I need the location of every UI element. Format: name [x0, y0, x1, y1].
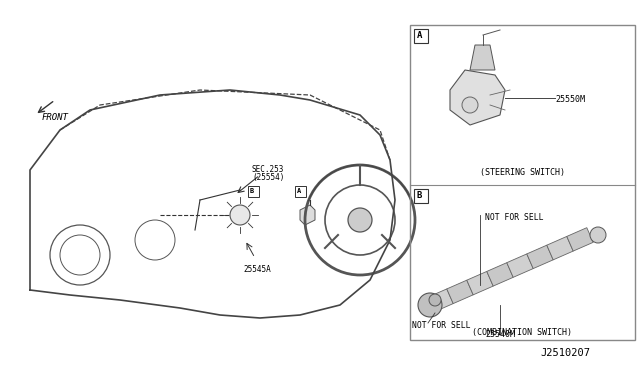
Circle shape: [429, 294, 441, 306]
Polygon shape: [467, 272, 493, 295]
Text: (25554): (25554): [252, 173, 284, 182]
FancyBboxPatch shape: [294, 186, 305, 196]
Polygon shape: [447, 280, 473, 304]
Text: (STEERING SWITCH): (STEERING SWITCH): [479, 168, 564, 177]
FancyBboxPatch shape: [248, 186, 259, 196]
Polygon shape: [300, 205, 315, 225]
Polygon shape: [450, 70, 505, 125]
Circle shape: [462, 97, 478, 113]
Text: B: B: [250, 188, 253, 194]
Polygon shape: [470, 45, 495, 70]
Text: NOT FOR SELL: NOT FOR SELL: [412, 321, 470, 330]
Circle shape: [348, 208, 372, 232]
FancyBboxPatch shape: [413, 189, 428, 202]
Circle shape: [418, 293, 442, 317]
Text: B: B: [417, 191, 422, 200]
Polygon shape: [487, 263, 513, 286]
Text: 25540M: 25540M: [485, 330, 515, 339]
Polygon shape: [547, 237, 573, 260]
Text: 25545A: 25545A: [243, 265, 271, 274]
Polygon shape: [567, 228, 593, 251]
Text: FRONT: FRONT: [42, 113, 69, 122]
Text: 25550M: 25550M: [555, 95, 585, 104]
Text: NOT FOR SELL: NOT FOR SELL: [485, 213, 543, 222]
Polygon shape: [527, 245, 553, 269]
Text: J2510207: J2510207: [540, 348, 590, 358]
Text: SEC.253: SEC.253: [252, 165, 284, 174]
Bar: [410, 25, 635, 340]
Text: A: A: [296, 188, 301, 194]
FancyBboxPatch shape: [413, 29, 428, 42]
Circle shape: [230, 205, 250, 225]
Text: (COMBINATION SWITCH): (COMBINATION SWITCH): [472, 328, 572, 337]
Polygon shape: [507, 254, 533, 278]
Text: A: A: [417, 31, 422, 40]
Polygon shape: [427, 289, 453, 312]
Circle shape: [590, 227, 606, 243]
